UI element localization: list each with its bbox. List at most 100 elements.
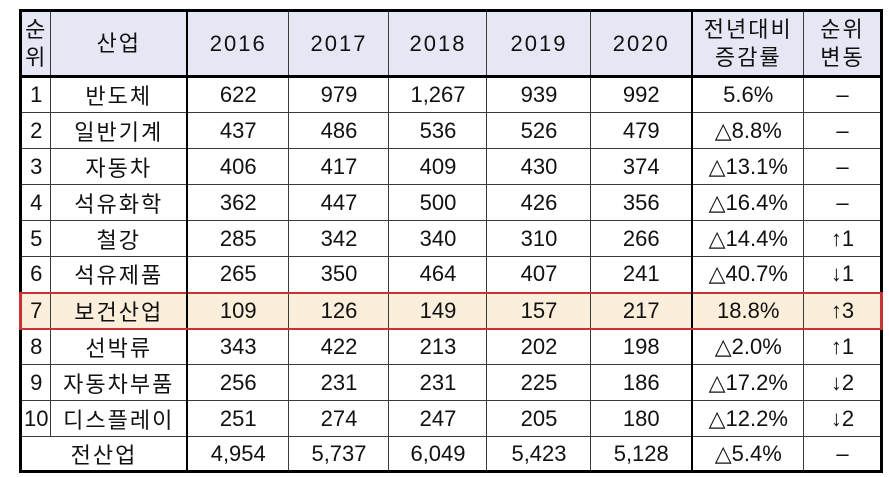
cell-year-2016: 265 (185, 256, 290, 293)
cell-industry: 자동차부품 (50, 364, 188, 401)
cell-year-2016: 285 (185, 220, 290, 257)
cell-rank: 2 (19, 112, 52, 149)
cell-industry: 철강 (50, 220, 188, 257)
header-year-2016: 2016 (185, 10, 290, 78)
cell-year-2020: 374 (590, 148, 693, 185)
cell-year-2016: 343 (185, 328, 290, 365)
cell-year-2016: 406 (185, 148, 290, 185)
cell-total-year-2019: 5,423 (486, 436, 592, 472)
cell-year-2018: 464 (388, 256, 488, 293)
cell-rank_change: ↓2 (803, 364, 883, 401)
cell-year-2019: 407 (486, 256, 592, 293)
cell-year-2019: 526 (486, 112, 592, 149)
cell-year-2017: 422 (288, 328, 390, 365)
cell-year-2017: 231 (288, 364, 390, 401)
cell-change: △2.0% (690, 328, 805, 365)
cell-year-2020: 186 (590, 364, 693, 401)
cell-change: △12.2% (690, 400, 805, 437)
highlighted-row: 7 보건산업 109 126 149 157 217 18.8% ↑3 (18, 291, 884, 330)
cell-year-2020: 479 (590, 112, 693, 149)
cell-rank: 7 (18, 291, 52, 330)
cell-rank_change: – (803, 148, 883, 185)
cell-year-2019: 202 (486, 328, 592, 365)
cell-rank_change: – (803, 184, 883, 221)
table-row: 3 자동차 406 417 409 430 374 △13.1% – (19, 148, 883, 185)
cell-year-2018: 1,267 (388, 76, 488, 113)
cell-rank: 10 (19, 400, 52, 437)
cell-industry: 보건산업 (50, 291, 188, 330)
table-row: 9 자동차부품 256 231 231 225 186 △17.2% ↓2 (19, 364, 883, 401)
cell-industry: 석유제품 (50, 256, 188, 293)
table-header-row: 순 위 산업 2016 2017 2018 2019 2020 전년대비 증감률… (19, 10, 883, 78)
table-row: 10 디스플레이 251 274 247 205 180 △12.2% ↓2 (19, 400, 883, 437)
cell-rank: 6 (19, 256, 52, 293)
cell-year-2016: 109 (185, 291, 290, 330)
cell-year-2019: 426 (486, 184, 592, 221)
cell-year-2019: 430 (486, 148, 592, 185)
cell-change: △13.1% (690, 148, 805, 185)
cell-year-2019: 939 (486, 76, 592, 113)
cell-year-2020: 992 (590, 76, 693, 113)
cell-year-2016: 622 (185, 76, 290, 113)
header-year-2020: 2020 (590, 10, 693, 78)
cell-year-2016: 437 (185, 112, 290, 149)
cell-rank_change: – (803, 76, 883, 113)
cell-change: 5.6% (690, 76, 805, 113)
cell-year-2017: 274 (288, 400, 390, 437)
cell-total-label: 전산업 (19, 436, 188, 472)
cell-year-2018: 536 (388, 112, 488, 149)
cell-year-2017: 979 (288, 76, 390, 113)
table-row: 5 철강 285 342 340 310 266 △14.4% ↑1 (19, 220, 883, 257)
cell-rank_change: – (803, 112, 883, 149)
cell-year-2019: 205 (486, 400, 592, 437)
cell-rank_change: ↓2 (803, 400, 883, 437)
cell-total-year-2017: 5,737 (288, 436, 390, 472)
cell-year-2019: 157 (486, 291, 592, 330)
cell-year-2017: 350 (288, 256, 390, 293)
header-rank-change: 순위 변동 (803, 10, 883, 78)
cell-year-2017: 342 (288, 220, 390, 257)
industry-export-ranking-table: 순 위 산업 2016 2017 2018 2019 2020 전년대비 증감률… (18, 9, 884, 473)
cell-year-2018: 213 (388, 328, 488, 365)
cell-rank: 8 (19, 328, 52, 365)
cell-total-year-2020: 5,128 (590, 436, 693, 472)
cell-total-year-2016: 4,954 (185, 436, 290, 472)
cell-rank: 5 (19, 220, 52, 257)
cell-industry: 선박류 (50, 328, 188, 365)
cell-change: 18.8% (690, 291, 805, 330)
cell-year-2019: 310 (486, 220, 592, 257)
header-yoy-change: 전년대비 증감률 (690, 10, 805, 78)
cell-year-2018: 500 (388, 184, 488, 221)
cell-year-2017: 126 (288, 291, 390, 330)
cell-year-2018: 149 (388, 291, 488, 330)
cell-rank_change: ↑3 (803, 291, 884, 330)
cell-year-2016: 251 (185, 400, 290, 437)
cell-rank: 4 (19, 184, 52, 221)
table-body: 1 반도체 622 979 1,267 939 992 5.6% –2 일반기계 437 486 536… (18, 76, 884, 472)
cell-year-2016: 256 (185, 364, 290, 401)
cell-industry: 자동차 (50, 148, 188, 185)
header-industry: 산업 (50, 10, 188, 78)
cell-year-2018: 247 (388, 400, 488, 437)
cell-industry: 일반기계 (50, 112, 188, 149)
cell-year-2018: 231 (388, 364, 488, 401)
cell-total-year-2018: 6,049 (388, 436, 488, 472)
cell-year-2017: 417 (288, 148, 390, 185)
total-row: 전산업 4,954 5,737 6,049 5,423 5,128 △5.4% – (19, 436, 883, 472)
cell-year-2017: 486 (288, 112, 390, 149)
cell-rank_change: ↑1 (803, 220, 883, 257)
cell-year-2019: 225 (486, 364, 592, 401)
header-year-2019: 2019 (486, 10, 592, 78)
cell-change: △40.7% (690, 256, 805, 293)
cell-rank_change: ↓1 (803, 256, 883, 293)
cell-year-2018: 409 (388, 148, 488, 185)
cell-year-2020: 180 (590, 400, 693, 437)
cell-industry: 디스플레이 (50, 400, 188, 437)
table-row: 6 석유제품 265 350 464 407 241 △40.7% ↓1 (19, 256, 883, 293)
table-row: 2 일반기계 437 486 536 526 479 △8.8% – (19, 112, 883, 149)
cell-industry: 석유화학 (50, 184, 188, 221)
cell-rank: 9 (19, 364, 52, 401)
cell-year-2020: 217 (590, 291, 693, 330)
cell-year-2020: 356 (590, 184, 693, 221)
cell-change: △17.2% (690, 364, 805, 401)
